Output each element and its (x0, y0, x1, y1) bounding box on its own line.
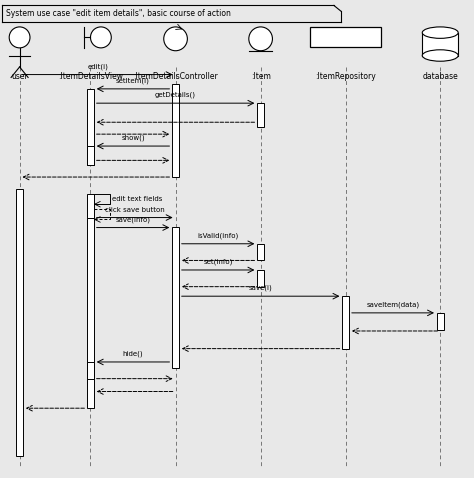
Text: hide(): hide() (123, 351, 143, 357)
Text: :Item: :Item (251, 72, 271, 81)
Text: database: database (422, 72, 458, 81)
Ellipse shape (422, 50, 458, 61)
Bar (16, 189, 23, 456)
Text: save(i): save(i) (249, 285, 273, 292)
Bar (437, 313, 444, 329)
Text: getDetails(): getDetails() (155, 92, 196, 98)
Circle shape (91, 27, 111, 48)
Text: :ItemRepository: :ItemRepository (315, 72, 376, 81)
Bar (172, 84, 179, 177)
Bar (172, 227, 179, 368)
Bar (310, 27, 381, 47)
Text: edit text fields: edit text fields (112, 196, 163, 202)
Circle shape (164, 27, 187, 51)
Text: :ItemDetailsView: :ItemDetailsView (58, 72, 123, 81)
Bar (87, 146, 94, 165)
Text: isValid(info): isValid(info) (198, 232, 239, 239)
Text: System use case "edit item details", basic course of action: System use case "edit item details", bas… (6, 9, 231, 18)
Bar (87, 194, 94, 217)
Text: click save button: click save button (105, 207, 164, 213)
Bar (87, 89, 94, 165)
Text: show(): show() (121, 135, 145, 141)
Text: user: user (11, 72, 28, 81)
Bar (257, 270, 264, 287)
Text: save(info): save(info) (116, 217, 151, 223)
Bar (257, 103, 264, 127)
Bar (422, 33, 458, 55)
Circle shape (9, 27, 30, 48)
Text: :ItemDetailsController: :ItemDetailsController (133, 72, 218, 81)
Bar (257, 244, 264, 261)
Text: set(info): set(info) (203, 259, 233, 265)
Text: saveItem(data): saveItem(data) (366, 302, 419, 308)
Bar (87, 362, 94, 379)
Bar (87, 217, 94, 408)
Ellipse shape (422, 27, 458, 38)
Circle shape (249, 27, 273, 51)
Text: setItem(i): setItem(i) (116, 77, 150, 84)
Text: edit(i): edit(i) (87, 63, 108, 70)
Bar (342, 296, 349, 348)
